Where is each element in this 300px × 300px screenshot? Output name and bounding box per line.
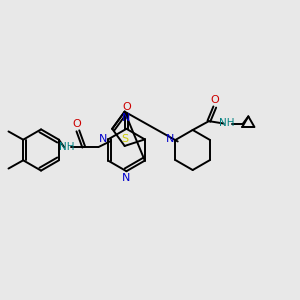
Text: O: O bbox=[122, 102, 131, 112]
Text: N: N bbox=[122, 113, 130, 123]
Text: NH: NH bbox=[59, 142, 75, 152]
Text: N: N bbox=[122, 173, 130, 183]
Text: NH: NH bbox=[219, 118, 235, 128]
Text: O: O bbox=[210, 95, 219, 105]
Text: N: N bbox=[99, 134, 107, 143]
Text: S: S bbox=[122, 134, 129, 144]
Text: O: O bbox=[72, 119, 81, 129]
Text: N: N bbox=[166, 134, 174, 144]
